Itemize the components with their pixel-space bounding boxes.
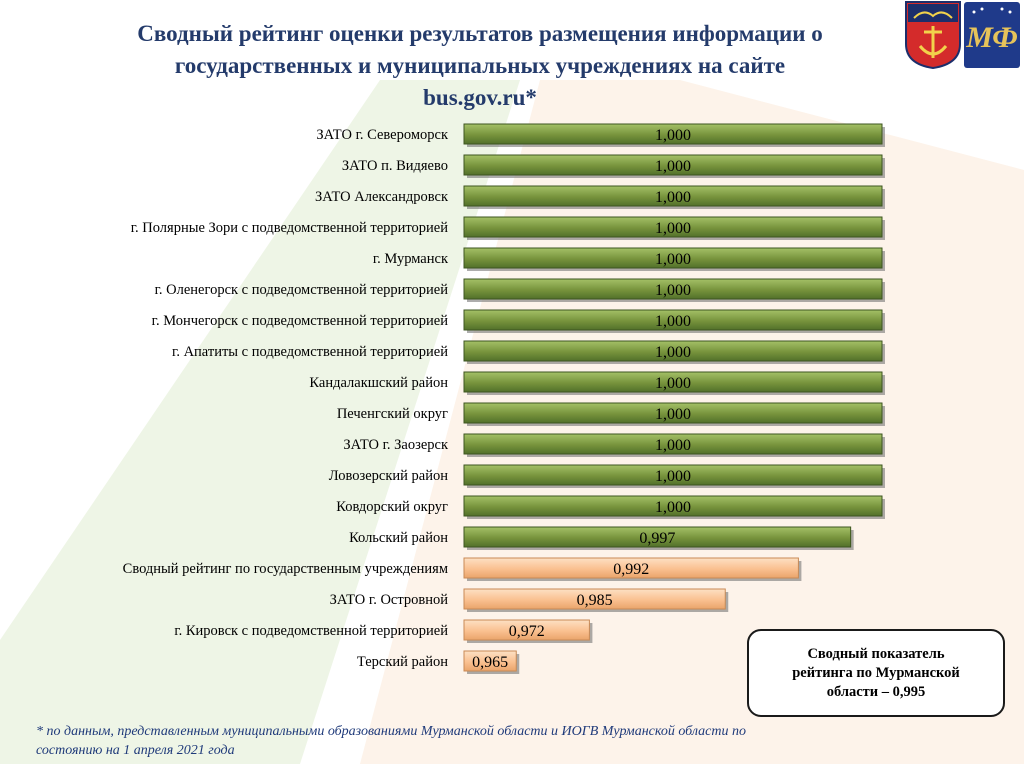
category-label: Печенгский округ	[337, 406, 448, 422]
bar	[463, 340, 883, 362]
category-label: Ковдорский округ	[336, 499, 448, 515]
category-label: ЗАТО п. Видяево	[342, 158, 448, 174]
header-emblems: МФ	[905, 1, 1020, 70]
bar	[463, 526, 852, 548]
value-label: 1,000	[655, 158, 691, 175]
chart-bars: ЗАТО г. Североморск 1,000 ЗАТО п. Видяево 1…	[123, 123, 885, 674]
bar	[463, 309, 883, 331]
value-label: 0,985	[577, 592, 613, 609]
bar	[463, 619, 590, 641]
value-label: 1,000	[655, 189, 691, 206]
category-label: Терский район	[357, 654, 448, 670]
category-label: г. Мурманск	[373, 251, 449, 267]
category-label: г. Апатиты с подведомственной территорие…	[172, 344, 448, 360]
page-title: Сводный рейтинг оценки результатов разме…	[80, 18, 880, 114]
value-label: 1,000	[655, 499, 691, 516]
summary-line-1: Сводный показатель	[807, 645, 945, 662]
bar	[463, 650, 517, 672]
value-label: 0,992	[613, 561, 649, 578]
value-label: 1,000	[655, 127, 691, 144]
title-line-3: bus.gov.ru*	[423, 85, 537, 110]
value-label: 1,000	[655, 406, 691, 423]
value-label: 0,965	[472, 654, 508, 671]
category-label: Кандалакшский район	[309, 375, 448, 391]
category-label: Сводный рейтинг по государственным учреж…	[123, 561, 448, 577]
footnote-line-2: состоянию на 1 апреля 2021 года	[36, 743, 235, 758]
bar	[463, 371, 883, 393]
murmansk-coat-of-arms-icon	[905, 1, 961, 70]
summary-line-2: рейтинга по Мурманской	[792, 664, 960, 681]
title-line-1: Сводный рейтинг оценки результатов разме…	[137, 21, 823, 46]
value-label: 0,997	[639, 530, 675, 547]
bar	[463, 123, 883, 145]
category-label: Ловозерский район	[329, 468, 448, 484]
value-label: 1,000	[655, 468, 691, 485]
bar	[463, 247, 883, 269]
value-label: 1,000	[655, 313, 691, 330]
category-label: ЗАТО Александровск	[315, 189, 449, 205]
bar	[463, 216, 883, 238]
value-label: 1,000	[655, 375, 691, 392]
category-label: ЗАТО г. Североморск	[316, 127, 449, 143]
mf-logo-icon: МФ	[964, 2, 1020, 68]
bar	[463, 588, 726, 610]
footnote: * по данным, представленным муниципальны…	[36, 722, 936, 760]
value-label: 1,000	[655, 344, 691, 361]
category-label: ЗАТО г. Островной	[330, 592, 449, 608]
category-label: Кольский район	[349, 530, 448, 546]
bar	[463, 557, 799, 579]
summary-box: Сводный показатель рейтинга по Мурманско…	[747, 629, 1005, 717]
bar	[463, 185, 883, 207]
value-label: 1,000	[655, 282, 691, 299]
value-label: 1,000	[655, 251, 691, 268]
category-label: г. Полярные Зори с подведомственной терр…	[131, 220, 449, 236]
category-label: г. Мончегорск с подведомственной террито…	[152, 313, 449, 329]
value-label: 1,000	[655, 220, 691, 237]
title-line-2: государственных и муниципальных учрежден…	[174, 53, 786, 78]
bar	[463, 402, 883, 424]
summary-line-3: области – 0,995	[826, 683, 926, 700]
bar	[463, 495, 883, 517]
footnote-line-1: * по данным, представленным муниципальны…	[36, 724, 746, 739]
category-label: г. Оленегорск с подведомственной террито…	[155, 282, 449, 298]
value-label: 0,972	[509, 623, 545, 640]
svg-text:МФ: МФ	[965, 21, 1017, 54]
value-label: 1,000	[655, 437, 691, 454]
category-label: г. Кировск с подведомственной территорие…	[174, 623, 448, 639]
bar	[463, 464, 883, 486]
bar	[463, 154, 883, 176]
bar	[463, 278, 883, 300]
category-label: ЗАТО г. Заозерск	[343, 437, 449, 453]
bar	[463, 433, 883, 455]
rating-bar-chart: ЗАТО г. Североморск 1,000 ЗАТО п. Видяево 1…	[123, 123, 885, 674]
